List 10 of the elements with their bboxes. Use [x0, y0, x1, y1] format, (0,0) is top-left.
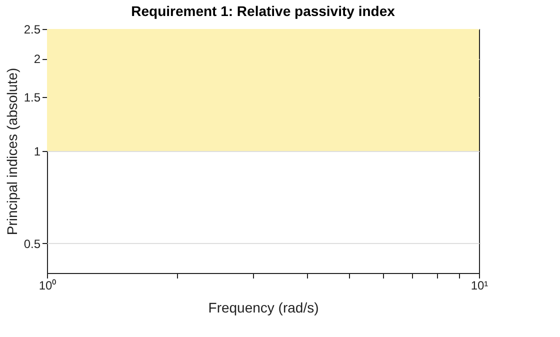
x-axis-title: Frequency (rad/s): [208, 300, 319, 316]
y-tick-label: 1.5: [24, 90, 41, 105]
y-tick-label: 0.5: [24, 236, 41, 251]
y-axis-title: Principal indices (absolute): [4, 68, 20, 236]
y-tick-label: 1: [34, 144, 41, 158]
x-tick-label: 10⁰: [38, 278, 56, 292]
chart-title: Requirement 1: Relative passivity index: [131, 3, 396, 19]
y-tick-label: 2.5: [24, 22, 41, 36]
y-tick-label: 2: [34, 52, 41, 66]
x-tick-label: 10¹: [470, 278, 488, 292]
